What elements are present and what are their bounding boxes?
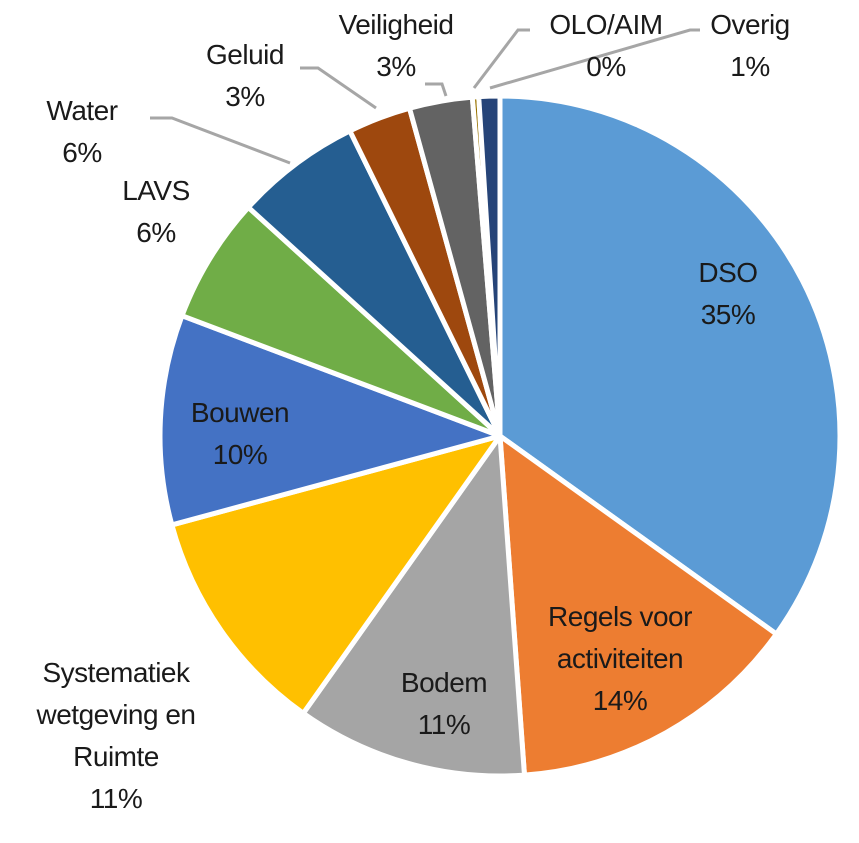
- leader-line-water: [150, 116, 291, 165]
- label-lavs-name: LAVS: [122, 175, 190, 206]
- leader-line-geluid: [300, 66, 377, 110]
- label-systematiek: Systematiek wetgeving en Ruimte 11%: [36, 652, 196, 820]
- pie-slice-overig: [476, 93, 503, 439]
- label-dso: DSO 35%: [698, 252, 758, 336]
- label-systematiek-value: 11%: [89, 783, 143, 814]
- label-veiligheid-name: Veiligheid: [338, 9, 454, 40]
- pie-slice-regels-voor-activiteiten: [497, 433, 779, 778]
- label-bodem-name: Bodem: [400, 667, 488, 698]
- label-geluid: Geluid 3%: [206, 34, 284, 118]
- label-regels-name-2: activiteiten: [556, 643, 684, 674]
- leader-lines: [150, 28, 700, 165]
- label-lavs: LAVS 6%: [122, 170, 190, 254]
- label-systematiek-name-1: Systematiek: [42, 657, 190, 688]
- label-bouwen: Bouwen 10%: [190, 392, 290, 476]
- label-bouwen-name: Bouwen: [190, 397, 290, 428]
- pie-slices: [157, 93, 843, 779]
- label-geluid-name: Geluid: [206, 39, 284, 70]
- label-water-value: 6%: [62, 137, 102, 168]
- label-water-name: Water: [46, 95, 118, 126]
- label-olo-aim: OLO/AIM 0%: [549, 4, 663, 88]
- label-bodem-value: 11%: [417, 709, 471, 740]
- leader-line-overig: [489, 28, 700, 90]
- label-bouwen-value: 10%: [212, 439, 268, 470]
- pie-slice-dso: [497, 93, 843, 637]
- label-olo-aim-name: OLO/AIM: [549, 9, 663, 40]
- label-overig: Overig 1%: [710, 4, 790, 88]
- label-dso-name: DSO: [698, 257, 758, 288]
- label-systematiek-name-3: Ruimte: [73, 741, 159, 772]
- label-veiligheid: Veiligheid 3%: [339, 4, 454, 88]
- label-olo-aim-value: 0%: [586, 51, 626, 82]
- leader-line-veiligheid: [425, 82, 448, 97]
- label-geluid-value: 3%: [225, 81, 265, 112]
- leader-line-olo-aim: [472, 28, 530, 89]
- label-veiligheid-value: 3%: [376, 51, 416, 82]
- label-bodem: Bodem 11%: [400, 662, 488, 746]
- pie-slice-bodem: [300, 433, 527, 779]
- label-regels-value: 14%: [592, 685, 648, 716]
- pie-slice-systematiek-wetgeving-en-ruimte: [169, 433, 503, 716]
- label-water: Water 6%: [46, 90, 118, 174]
- pie-slice-bouwen: [157, 313, 503, 528]
- label-regels: Regels voor activiteiten 14%: [548, 596, 692, 722]
- label-overig-name: Overig: [710, 9, 790, 40]
- label-lavs-value: 6%: [136, 217, 176, 248]
- label-regels-name-1: Regels voor: [548, 601, 692, 632]
- label-dso-value: 35%: [700, 299, 756, 330]
- label-overig-value: 1%: [730, 51, 770, 82]
- label-systematiek-name-2: wetgeving en: [36, 699, 196, 730]
